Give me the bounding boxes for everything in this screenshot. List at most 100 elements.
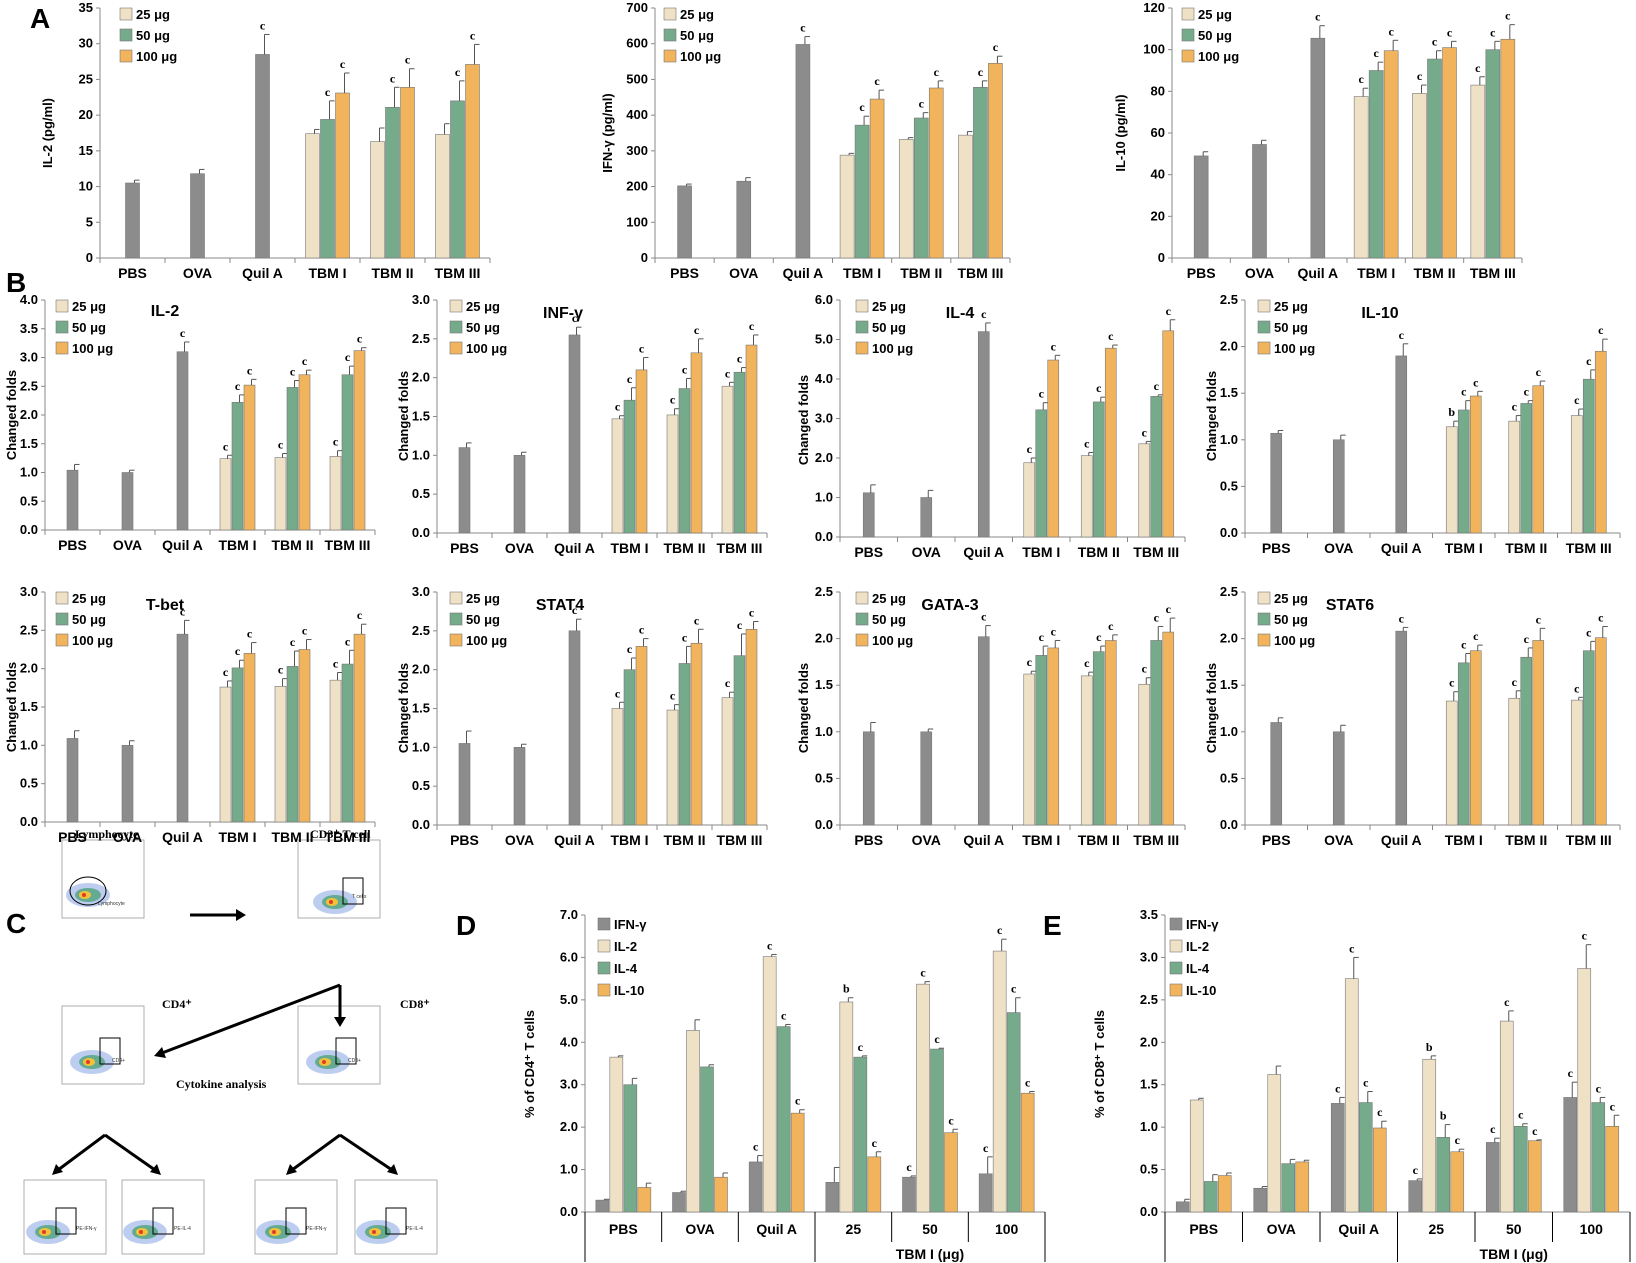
x-category-label: OVA bbox=[729, 265, 758, 281]
bar bbox=[733, 655, 746, 826]
chart-title: GATA-3 bbox=[921, 597, 978, 614]
y-tick-label: 2.5 bbox=[1220, 584, 1238, 599]
legend-swatch bbox=[119, 49, 133, 63]
bar bbox=[274, 457, 287, 531]
bar bbox=[286, 666, 299, 823]
significance-label: c bbox=[993, 40, 999, 54]
bar bbox=[1253, 1187, 1268, 1213]
bar bbox=[1162, 631, 1175, 826]
bar bbox=[298, 649, 311, 823]
y-tick-label: 6.0 bbox=[560, 949, 578, 964]
legend-swatch bbox=[55, 320, 69, 334]
bar bbox=[1427, 58, 1442, 259]
bar bbox=[1332, 731, 1345, 826]
x-category-label: Quil A bbox=[963, 832, 1004, 848]
significance-label: c bbox=[1518, 1108, 1524, 1122]
bar bbox=[1281, 1163, 1296, 1213]
bar bbox=[839, 1001, 854, 1213]
flow-plot-cd4-il4: PE-IL-4 bbox=[121, 1179, 205, 1255]
flow-plot-cd4: CD4+ bbox=[61, 1005, 145, 1085]
flow-arrows bbox=[52, 909, 398, 1175]
significance-label: c bbox=[290, 365, 296, 379]
bar bbox=[1582, 650, 1595, 826]
significance-label: c bbox=[357, 608, 363, 622]
y-tick-label: 2.0 bbox=[1140, 1034, 1158, 1049]
significance-label: c bbox=[874, 74, 880, 88]
bar bbox=[513, 747, 526, 826]
legend-label: 50 μg bbox=[466, 320, 500, 335]
bar bbox=[568, 630, 581, 826]
y-axis-label: Changed folds bbox=[396, 371, 411, 461]
bar bbox=[435, 134, 450, 259]
bar bbox=[1020, 1092, 1035, 1213]
bar bbox=[609, 1056, 624, 1213]
legend-label: 50 μg bbox=[1274, 612, 1308, 627]
bar bbox=[1372, 1127, 1387, 1213]
significance-label: c bbox=[1108, 329, 1114, 343]
bar bbox=[869, 98, 885, 259]
bar bbox=[385, 106, 400, 259]
significance-label: c bbox=[1532, 1124, 1538, 1138]
significance-label: c bbox=[906, 1160, 912, 1174]
x-category-label: 25 bbox=[846, 1221, 862, 1237]
x-category-label: TBM II bbox=[900, 265, 942, 281]
bar bbox=[465, 64, 480, 259]
legend-label: 100 μg bbox=[1274, 341, 1315, 356]
bar bbox=[458, 743, 471, 826]
significance-label: c bbox=[1461, 385, 1467, 399]
significance-label: c bbox=[1315, 10, 1321, 24]
bar bbox=[902, 1176, 916, 1213]
x-category-label: PBS bbox=[58, 537, 87, 553]
significance-label: c bbox=[1084, 436, 1090, 450]
bar bbox=[1267, 1074, 1282, 1213]
arrow-cd8-right bbox=[339, 1133, 393, 1172]
bar bbox=[66, 738, 79, 823]
chart-b5: 0.0 0.5 1.0 1.5 2.0 2.5 3.0 Changed folds T-bet P… bbox=[4, 584, 376, 845]
flow-gate-label: CD4+ bbox=[112, 1058, 125, 1064]
chart-b8: 0.0 0.5 1.0 1.5 2.0 2.5 Changed folds STAT6 PBS O… bbox=[1204, 584, 1621, 848]
significance-label: b bbox=[1448, 405, 1455, 419]
flow-plot-cd8-il4: PE-IL-4 bbox=[354, 1179, 438, 1255]
significance-label: c bbox=[737, 352, 743, 366]
bar bbox=[611, 708, 624, 826]
legend-label: 50 μg bbox=[1198, 28, 1232, 43]
y-tick-label: 1.5 bbox=[1140, 1077, 1158, 1092]
bar bbox=[672, 1192, 686, 1213]
flow-plot-frame bbox=[254, 1179, 338, 1255]
significance-label: b bbox=[1426, 1040, 1433, 1054]
significance-label: c bbox=[981, 610, 987, 624]
x-category-label: TBM I bbox=[1022, 832, 1060, 848]
legend-swatch bbox=[1257, 591, 1271, 605]
y-tick-label: 1.0 bbox=[815, 490, 833, 505]
significance-label: c bbox=[572, 603, 578, 617]
legend-swatch bbox=[55, 591, 69, 605]
y-tick-label: 1.0 bbox=[1220, 724, 1238, 739]
y-axis-label: Changed folds bbox=[796, 663, 811, 753]
bar bbox=[121, 472, 134, 531]
x-category-label: TBM I bbox=[218, 537, 256, 553]
y-tick-label: 0.5 bbox=[20, 493, 38, 508]
x-category-label: 100 bbox=[1580, 1221, 1604, 1237]
x-category-label: 50 bbox=[1506, 1221, 1522, 1237]
x-category-label: TBM III bbox=[325, 537, 371, 553]
legend-label: 100 μg bbox=[466, 341, 507, 356]
significance-label: c bbox=[1524, 632, 1530, 646]
chart-a1: 0 5 10 15 20 25 30 35 IL-2 (pg/ml) PBS OVA c Quil A c… bbox=[40, 0, 491, 281]
significance-label: c bbox=[1447, 25, 1453, 39]
flow-gate-label: CD8+ bbox=[348, 1058, 361, 1064]
bar bbox=[745, 628, 758, 826]
legend-label: 100 μg bbox=[72, 633, 113, 648]
bar bbox=[920, 497, 933, 538]
significance-label: c bbox=[572, 311, 578, 325]
significance-label: c bbox=[1051, 339, 1057, 353]
legend-label: 50 μg bbox=[136, 28, 170, 43]
legend-swatch bbox=[1257, 612, 1271, 626]
legend-label: 25 μg bbox=[466, 591, 500, 606]
bar bbox=[677, 185, 692, 259]
y-tick-label: 0.5 bbox=[1220, 478, 1238, 493]
flow-plot-frame bbox=[61, 839, 145, 919]
bar bbox=[595, 1199, 610, 1213]
significance-label: c bbox=[1505, 9, 1511, 23]
x-category-label: TBM III bbox=[435, 265, 481, 281]
x-category-label: PBS bbox=[450, 540, 479, 556]
